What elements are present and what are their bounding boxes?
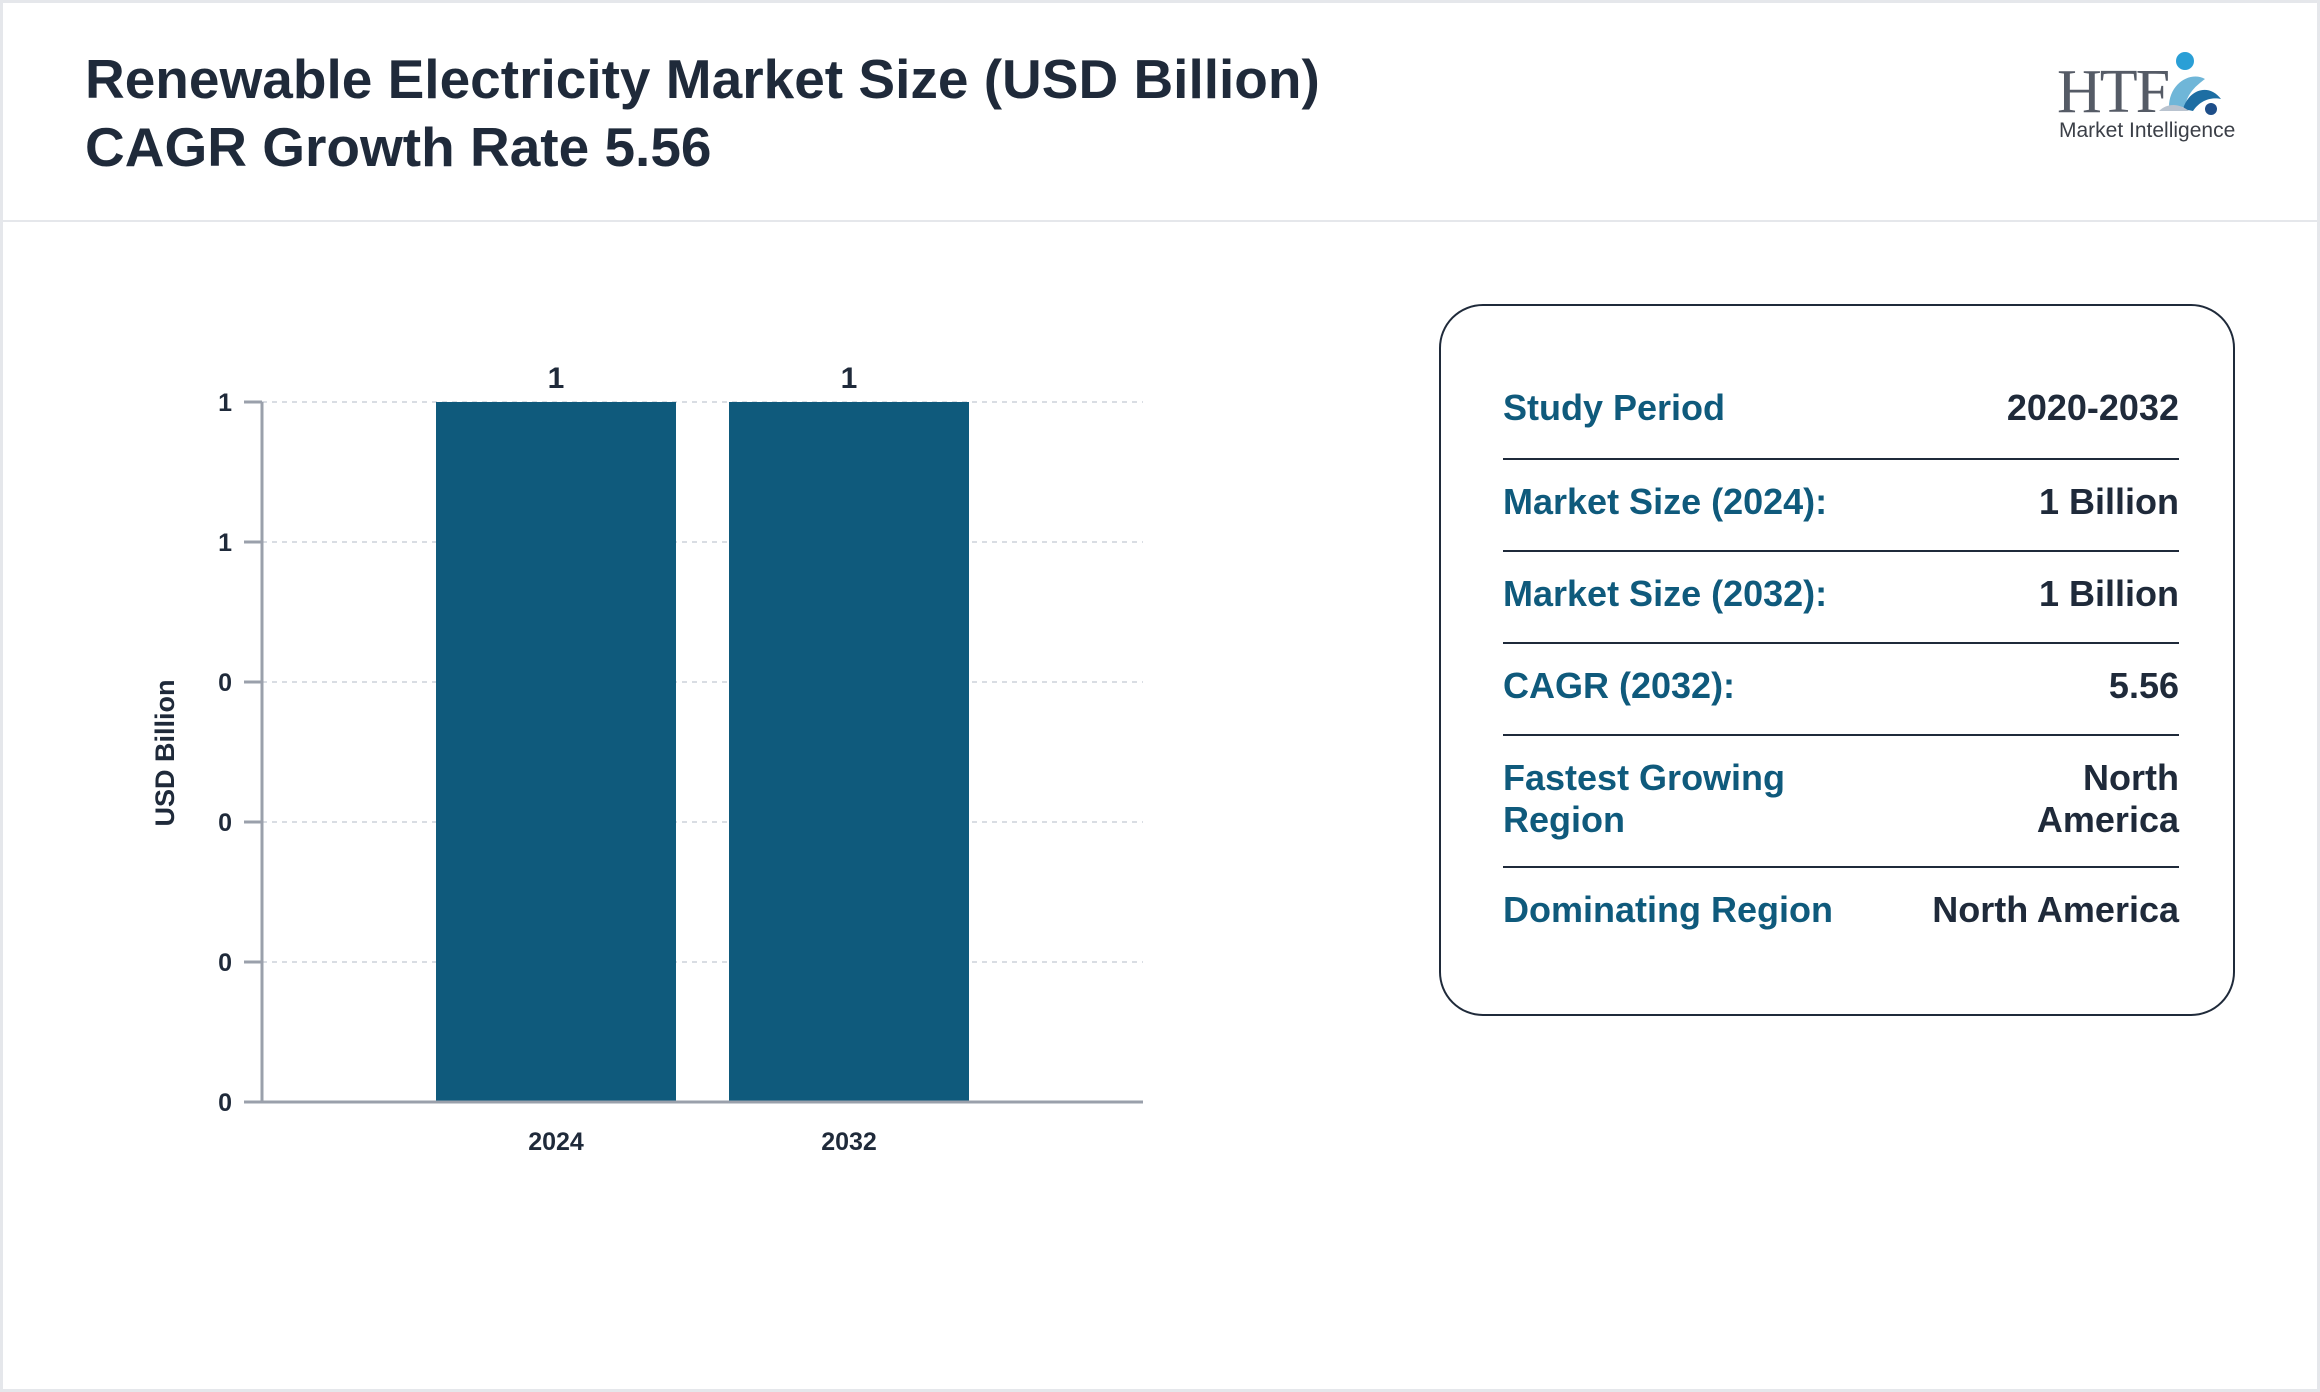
info-label: Market Size (2024): <box>1503 481 1828 522</box>
info-label: Market Size (2032): <box>1503 573 1828 614</box>
y-axis-label: USD Billion <box>150 680 180 827</box>
header: Renewable Electricity Market Size (USD B… <box>3 3 2317 222</box>
bar-2032 <box>729 402 969 1102</box>
info-value: 1 Billion <box>2038 573 2179 614</box>
info-label: Fastest Growing Region <box>1503 757 1786 840</box>
data-label: 1 <box>548 362 565 395</box>
info-value: 5.56 <box>2108 665 2179 706</box>
market-info-panel: Study Period 2020-2032 Market Size (2024):… <box>1439 304 2235 1016</box>
info-row: Market Size (2024): 1 Billion <box>1503 458 2179 552</box>
labels: 0 0 0 0 1 1 1 2024 1 2032 USD Billion <box>150 362 877 1156</box>
page-subtitle: CAGR Growth Rate 5.56 <box>85 116 712 178</box>
x-tick-label: 2032 <box>821 1128 877 1156</box>
page-title: Renewable Electricity Market Size (USD B… <box>85 48 1320 110</box>
y-tick-label: 0 <box>218 949 232 977</box>
info-row: CAGR (2032): 5.56 <box>1503 642 2179 736</box>
info-value: North America <box>2036 757 2179 840</box>
info-row: Market Size (2032): 1 Billion <box>1503 550 2179 644</box>
info-row: Fastest Growing Region North America <box>1503 734 2179 868</box>
logo-text: HTF <box>2057 58 2170 126</box>
info-row: Dominating Region North America <box>1503 866 2179 958</box>
logo-emblem-icon <box>2159 52 2221 115</box>
y-tick-label: 0 <box>218 1089 232 1117</box>
y-tick-label: 0 <box>218 669 232 697</box>
bar-chart: 0 0 0 0 1 1 1 2024 1 2032 USD Billion <box>150 362 1143 1156</box>
info-row: Study Period 2020-2032 <box>1503 306 2179 460</box>
info-value: 2020-2032 <box>2006 387 2179 428</box>
y-tick-label: 1 <box>218 529 232 557</box>
x-tick-label: 2024 <box>528 1128 584 1156</box>
info-label: Study Period <box>1503 387 1726 428</box>
info-value: North America <box>1932 889 2179 930</box>
info-value: 1 Billion <box>2038 481 2179 522</box>
data-label: 1 <box>841 362 858 395</box>
axes <box>244 400 1143 1104</box>
info-label: Dominating Region <box>1503 889 1833 930</box>
chart-area: 0 0 0 0 1 1 1 2024 1 2032 USD Billion <box>3 3 1203 1303</box>
y-tick-label: 1 <box>218 389 232 417</box>
info-label: CAGR (2032): <box>1503 665 1736 706</box>
bars <box>436 402 969 1102</box>
grid-lines <box>262 401 1143 1103</box>
logo-subtitle: Market Intelligence <box>2059 119 2236 142</box>
bar-2024 <box>436 402 676 1102</box>
htf-logo: HTF Market Intelligence <box>2043 41 2243 151</box>
y-tick-label: 0 <box>218 809 232 837</box>
